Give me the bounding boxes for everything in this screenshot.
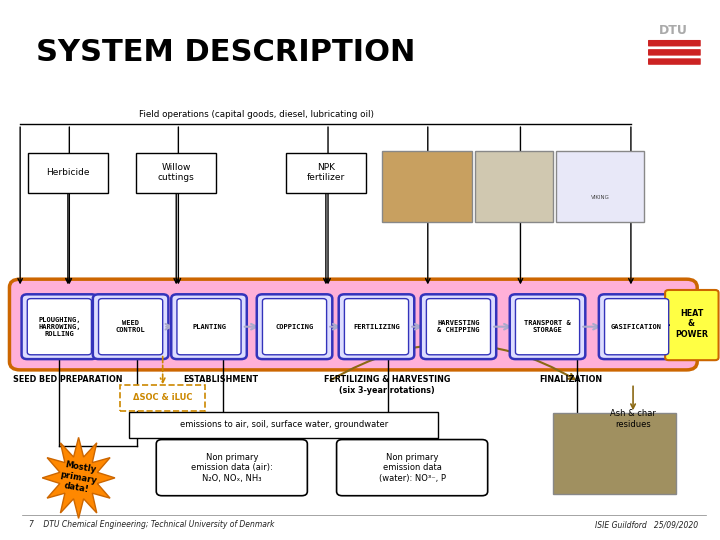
Text: Non primary
emission data
(water): NO³⁻, P: Non primary emission data (water): NO³⁻,… xyxy=(379,453,446,483)
Text: ΔSOC & iLUC: ΔSOC & iLUC xyxy=(133,394,192,402)
FancyBboxPatch shape xyxy=(136,153,216,193)
Text: SYSTEM DESCRIPTION: SYSTEM DESCRIPTION xyxy=(36,38,415,67)
FancyBboxPatch shape xyxy=(648,58,701,65)
FancyBboxPatch shape xyxy=(263,299,327,355)
Text: VIKING: VIKING xyxy=(591,194,610,200)
FancyBboxPatch shape xyxy=(599,294,675,359)
FancyBboxPatch shape xyxy=(156,440,307,496)
Text: PLOUGHING,
HARROWING,
ROLLING: PLOUGHING, HARROWING, ROLLING xyxy=(38,316,81,337)
FancyBboxPatch shape xyxy=(99,299,163,355)
FancyArrowPatch shape xyxy=(330,344,575,380)
FancyBboxPatch shape xyxy=(426,299,490,355)
FancyBboxPatch shape xyxy=(120,385,205,411)
FancyBboxPatch shape xyxy=(177,299,241,355)
FancyBboxPatch shape xyxy=(28,153,108,193)
Text: PLANTING: PLANTING xyxy=(192,323,226,330)
FancyBboxPatch shape xyxy=(516,299,580,355)
Text: Herbicide: Herbicide xyxy=(46,168,90,177)
Text: Mostly
primary
data!: Mostly primary data! xyxy=(58,460,99,496)
FancyBboxPatch shape xyxy=(171,294,247,359)
FancyBboxPatch shape xyxy=(286,153,366,193)
FancyBboxPatch shape xyxy=(553,413,676,494)
Text: Non primary
emission data (air):
N₂O, NOₓ, NH₃: Non primary emission data (air): N₂O, NO… xyxy=(191,453,273,483)
FancyBboxPatch shape xyxy=(510,294,585,359)
Text: FINALIZATION: FINALIZATION xyxy=(539,375,602,384)
FancyBboxPatch shape xyxy=(474,151,552,222)
FancyBboxPatch shape xyxy=(648,40,701,46)
Text: WEED
CONTROL: WEED CONTROL xyxy=(116,320,145,333)
Text: 7    DTU Chemical Engineering; Technical University of Denmark: 7 DTU Chemical Engineering; Technical Un… xyxy=(29,521,274,529)
Text: HARVESTING
& CHIPPING: HARVESTING & CHIPPING xyxy=(437,320,480,333)
FancyBboxPatch shape xyxy=(27,299,91,355)
FancyBboxPatch shape xyxy=(129,412,438,438)
FancyBboxPatch shape xyxy=(336,440,487,496)
Text: DTU: DTU xyxy=(660,24,688,37)
Text: TRANSPORT &
STORAGE: TRANSPORT & STORAGE xyxy=(524,320,571,333)
Text: FERTILIZING & HARVESTING
(six 3-year rotations): FERTILIZING & HARVESTING (six 3-year rot… xyxy=(324,375,451,395)
Text: HEAT
&
POWER: HEAT & POWER xyxy=(675,309,708,339)
Text: COPPICING: COPPICING xyxy=(276,323,314,330)
FancyBboxPatch shape xyxy=(93,294,168,359)
Polygon shape xyxy=(42,437,115,518)
FancyBboxPatch shape xyxy=(420,294,496,359)
Text: ESTABLISHMENT: ESTABLISHMENT xyxy=(184,375,258,384)
FancyBboxPatch shape xyxy=(556,151,644,222)
Text: ISIE Guildford   25/09/2020: ISIE Guildford 25/09/2020 xyxy=(595,521,698,529)
Text: Ash & char
residues: Ash & char residues xyxy=(610,409,656,429)
FancyBboxPatch shape xyxy=(382,151,472,222)
Text: GASIFICATION: GASIFICATION xyxy=(611,323,662,330)
FancyBboxPatch shape xyxy=(338,294,414,359)
Text: emissions to air, soil, surface water, groundwater: emissions to air, soil, surface water, g… xyxy=(180,421,388,429)
Text: Field operations (capital goods, diesel, lubricating oil): Field operations (capital goods, diesel,… xyxy=(139,110,374,119)
FancyBboxPatch shape xyxy=(344,299,408,355)
Text: FERTILIZING: FERTILIZING xyxy=(353,323,400,330)
FancyBboxPatch shape xyxy=(22,294,97,359)
Text: NPK
fertilizer: NPK fertilizer xyxy=(307,163,345,183)
FancyBboxPatch shape xyxy=(605,299,669,355)
Text: SEED BED PREPARATION: SEED BED PREPARATION xyxy=(13,375,122,384)
FancyBboxPatch shape xyxy=(648,49,701,56)
FancyBboxPatch shape xyxy=(665,290,719,360)
FancyBboxPatch shape xyxy=(9,279,697,370)
FancyBboxPatch shape xyxy=(257,294,333,359)
Text: Willow
cuttings: Willow cuttings xyxy=(158,163,194,183)
